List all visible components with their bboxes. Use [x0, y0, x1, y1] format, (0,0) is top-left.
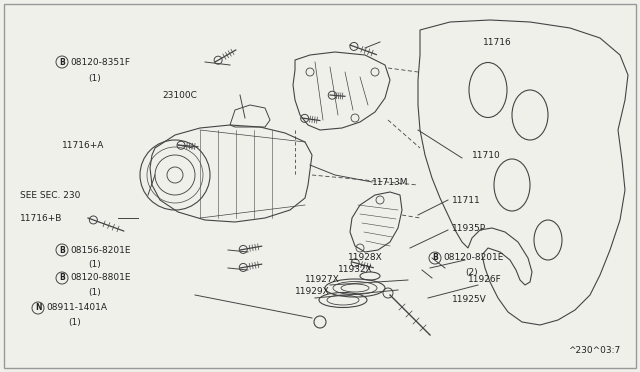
Text: 08156-8201E: 08156-8201E	[70, 246, 131, 254]
Text: 11716: 11716	[483, 38, 512, 46]
Text: 11926F: 11926F	[468, 276, 502, 285]
Text: 11713M: 11713M	[372, 177, 408, 186]
Text: 11928X: 11928X	[348, 253, 383, 263]
Text: SEE SEC. 230: SEE SEC. 230	[20, 190, 81, 199]
Text: B: B	[59, 246, 65, 254]
Text: 11716+A: 11716+A	[62, 141, 104, 150]
Text: 11927X: 11927X	[305, 276, 340, 285]
Text: B: B	[59, 58, 65, 67]
Text: 11925V: 11925V	[452, 295, 487, 305]
Text: 11711: 11711	[452, 196, 481, 205]
Text: 08120-8801E: 08120-8801E	[70, 273, 131, 282]
Text: 08120-8351F: 08120-8351F	[70, 58, 130, 67]
Text: 11716+B: 11716+B	[20, 214, 62, 222]
Text: (1): (1)	[88, 74, 100, 83]
Text: 23100C: 23100C	[162, 90, 197, 99]
Text: (2): (2)	[465, 267, 477, 276]
Text: ^230^03:7: ^230^03:7	[568, 346, 620, 355]
Text: B: B	[59, 273, 65, 282]
Text: 11932X: 11932X	[338, 266, 372, 275]
Text: (1): (1)	[88, 260, 100, 269]
Text: 08120-8201E: 08120-8201E	[443, 253, 504, 263]
Text: 08911-1401A: 08911-1401A	[46, 304, 107, 312]
Text: (1): (1)	[68, 317, 81, 327]
Text: (1): (1)	[88, 288, 100, 296]
Text: 11710: 11710	[472, 151, 500, 160]
Text: N: N	[35, 304, 41, 312]
Text: 11929X: 11929X	[295, 288, 330, 296]
Text: B: B	[432, 253, 438, 263]
Text: 11935P: 11935P	[452, 224, 486, 232]
